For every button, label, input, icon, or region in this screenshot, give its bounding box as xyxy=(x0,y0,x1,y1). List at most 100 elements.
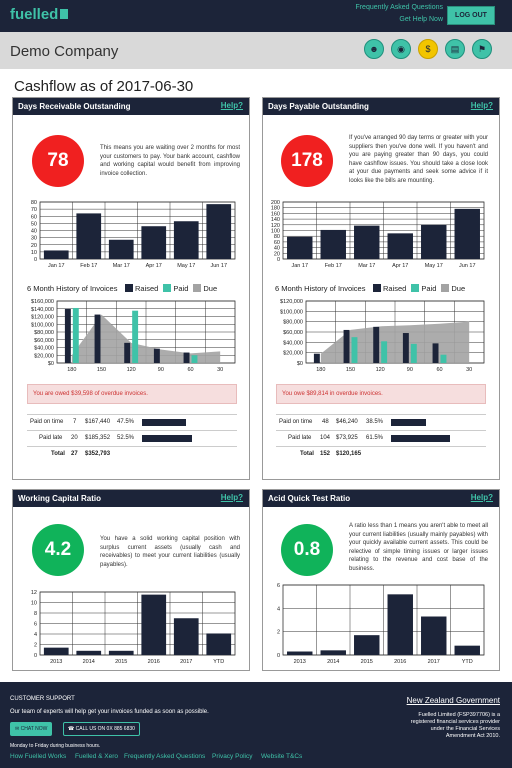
bar xyxy=(141,226,167,259)
y-tick-label: $60,000 xyxy=(283,330,303,336)
paid-bar xyxy=(440,354,447,363)
footer-link-fuelled-xero[interactable]: Fuelled & Xero xyxy=(75,753,118,760)
y-tick-label: $120,000 xyxy=(280,299,303,305)
dro-table: Paid on time 7 $167,440 47.5% Paid late 20 $1… xyxy=(27,414,237,462)
aqr-description: A ratio less than 1 means you aren't abl… xyxy=(349,523,488,572)
x-tick-label: 30 xyxy=(466,367,472,373)
faq-link[interactable]: Frequently Asked Questions xyxy=(355,4,443,11)
y-tick-label: 80 xyxy=(31,200,37,206)
y-tick-label: 2 xyxy=(34,643,37,649)
footer-link-faq[interactable]: Frequently Asked Questions xyxy=(124,753,206,760)
bar xyxy=(173,221,199,259)
y-tick-label: 4 xyxy=(34,632,37,638)
raised-bar xyxy=(402,333,409,363)
y-tick-label: 70 xyxy=(31,207,37,213)
dollar-icon[interactable]: $ xyxy=(418,39,438,59)
y-tick-label: $160,000 xyxy=(31,299,54,305)
y-tick-label: 30 xyxy=(31,236,37,242)
panel-title: Acid Quick Test Ratio Help? xyxy=(263,490,499,507)
raised-bar xyxy=(64,308,71,363)
due-area xyxy=(71,314,221,363)
y-tick-label: $0 xyxy=(48,361,54,367)
y-tick-label: 2 xyxy=(277,630,280,636)
flag-icon[interactable]: ⚑ xyxy=(472,39,492,59)
footer-link-how-fuelled-works[interactable]: How Fuelled Works xyxy=(10,753,67,760)
y-tick-label: 4 xyxy=(277,606,280,612)
x-tick-label: Mar 17 xyxy=(113,263,130,269)
x-tick-label: 2014 xyxy=(327,659,339,665)
logout-button[interactable]: LOG OUT xyxy=(447,6,495,25)
dpo-legend: Raised Paid Due xyxy=(368,284,465,293)
y-tick-label: 10 xyxy=(31,250,37,256)
support-hours: Monday to Friday during business hours. xyxy=(10,743,101,749)
y-tick-label: 60 xyxy=(274,240,280,246)
bar xyxy=(173,618,199,655)
raised-bar xyxy=(94,314,101,363)
x-tick-label: 2013 xyxy=(294,659,306,665)
help-link[interactable]: Help? xyxy=(220,101,243,110)
x-tick-label: 2016 xyxy=(148,659,160,665)
help-link[interactable]: Help? xyxy=(220,493,243,502)
bar xyxy=(206,204,232,259)
x-tick-label: May 17 xyxy=(425,263,443,269)
table-row: Paid on time 7 $167,440 47.5% xyxy=(27,414,237,430)
paid-bar xyxy=(351,337,358,363)
bar xyxy=(454,208,480,259)
footer-link-terms[interactable]: Website T&Cs xyxy=(261,753,303,760)
call-us-button[interactable]: ☎ CALL US ON 0X 885 6830 xyxy=(63,722,140,736)
y-tick-label: 6 xyxy=(34,622,37,628)
x-tick-label: 90 xyxy=(407,367,413,373)
bar xyxy=(141,594,167,655)
chat-now-button[interactable]: ✉ CHAT NOW xyxy=(10,722,53,736)
help-link[interactable]: Get Help Now xyxy=(399,16,443,23)
y-tick-label: 0 xyxy=(277,257,280,263)
document-icon[interactable]: ▤ xyxy=(445,39,465,59)
x-tick-label: May 17 xyxy=(177,263,195,269)
paid-bar xyxy=(191,355,198,363)
help-link[interactable]: Help? xyxy=(470,101,493,110)
y-tick-label: 100 xyxy=(271,229,280,235)
bar xyxy=(76,650,102,655)
y-tick-label: 50 xyxy=(31,221,37,227)
aqr-score: 0.8 xyxy=(281,524,333,576)
y-tick-label: $40,000 xyxy=(283,340,303,346)
y-tick-label: 140 xyxy=(271,217,280,223)
footer-link-privacy[interactable]: Privacy Policy xyxy=(212,753,253,760)
brand-logo[interactable]: fuelled xyxy=(10,6,69,23)
user-icon[interactable]: ☻ xyxy=(364,39,384,59)
bar xyxy=(287,236,313,259)
x-tick-label: 120 xyxy=(376,367,385,373)
y-tick-label: 120 xyxy=(271,223,280,229)
bar xyxy=(354,635,380,655)
x-tick-label: 2016 xyxy=(394,659,406,665)
x-tick-label: 90 xyxy=(158,367,164,373)
x-tick-label: Apr 17 xyxy=(392,263,408,269)
table-total-row: Total 27 $352,793 xyxy=(27,446,237,462)
x-tick-label: YTD xyxy=(213,659,224,665)
eye-icon[interactable]: ◉ xyxy=(391,39,411,59)
bar xyxy=(387,233,413,259)
x-tick-label: 120 xyxy=(127,367,136,373)
raised-bar xyxy=(343,329,350,363)
x-tick-label: Jun 17 xyxy=(210,263,227,269)
x-tick-label: 180 xyxy=(316,367,325,373)
dpo-description: If you've arranged 90 day terms or great… xyxy=(349,135,488,184)
dro-history-label: 6 Month History of Invoices xyxy=(27,284,118,293)
raised-bar xyxy=(313,353,320,363)
y-tick-label: $100,000 xyxy=(31,322,54,328)
table-row: Paid late 104 $73,925 61.5% xyxy=(276,430,486,446)
help-link[interactable]: Help? xyxy=(470,493,493,502)
dpo-table: Paid on time 48 $46,240 38.5% Paid late 104 $… xyxy=(276,414,486,462)
dro-score: 78 xyxy=(32,135,84,187)
y-tick-label: 6 xyxy=(277,583,280,589)
phone-icon: ☎ xyxy=(68,726,76,732)
legal-text: Fuelled Limited (FSP397706) is a registe… xyxy=(410,712,500,739)
y-tick-label: $100,000 xyxy=(280,309,303,315)
bar xyxy=(108,650,134,655)
page-title: Cashflow as of 2017-06-30 xyxy=(14,78,194,95)
x-tick-label: 2017 xyxy=(180,659,192,665)
bar xyxy=(354,225,380,259)
bar xyxy=(43,250,69,259)
